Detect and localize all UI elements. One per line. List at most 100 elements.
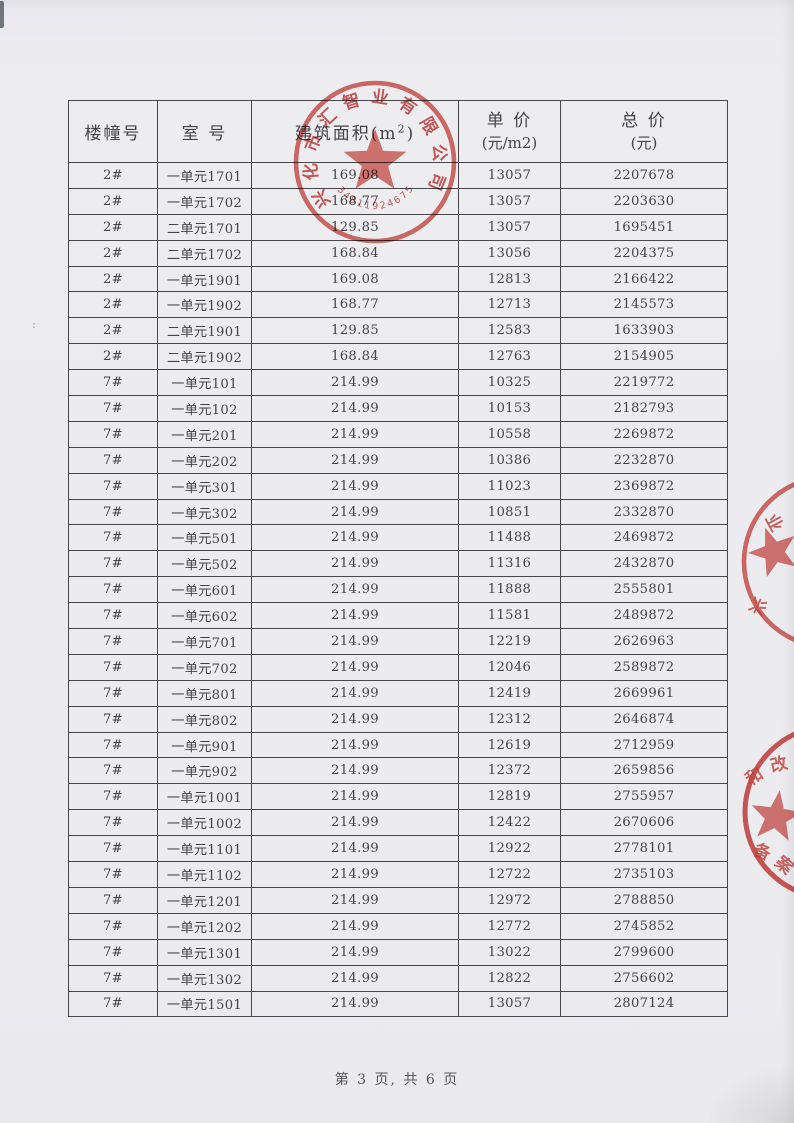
table-row: 7# 一单元501 214.99 11488 2469872 bbox=[68, 524, 728, 552]
unit-price-cell: 12722 bbox=[458, 861, 561, 888]
price-table-body: 2# 一单元1701 169.08 13057 2207678 2# 一单元1702 168.… bbox=[68, 162, 728, 1018]
header-unit-price: 单 价 (元/m2) bbox=[458, 100, 561, 163]
area-cell: 214.99 bbox=[251, 886, 459, 914]
area-cell: 214.99 bbox=[251, 835, 459, 863]
unit-price-cell: 12619 bbox=[458, 731, 561, 759]
room-cell: 一单元1902 bbox=[157, 291, 252, 319]
room-cell: 一单元902 bbox=[157, 757, 252, 785]
area-cell: 214.99 bbox=[251, 861, 459, 888]
table-row: 7# 一单元302 214.99 10851 2332870 bbox=[68, 498, 728, 526]
table-row: 7# 一单元502 214.99 11316 2432870 bbox=[68, 550, 728, 578]
area-cell: 214.99 bbox=[251, 369, 459, 397]
building-cell: 7# bbox=[68, 420, 158, 448]
total-price-cell: 2369872 bbox=[560, 472, 728, 500]
room-cell: 一单元602 bbox=[157, 602, 252, 630]
building-cell: 7# bbox=[68, 809, 158, 837]
total-price-cell: 2778101 bbox=[560, 835, 728, 863]
scan-speck-artifact: : bbox=[31, 320, 38, 331]
unit-price-cell: 10325 bbox=[458, 369, 561, 397]
unit-price-cell: 10558 bbox=[458, 420, 561, 448]
building-cell: 2# bbox=[68, 162, 158, 189]
room-cell: 二单元1901 bbox=[157, 317, 252, 345]
total-price-cell: 2589872 bbox=[560, 653, 728, 681]
price-table: 楼幢号 室 号 建筑面积(m2) 单 价 (元/m2) 总 价 (元) 2# 一单… bbox=[68, 100, 728, 1018]
unit-price-cell: 13057 bbox=[458, 990, 561, 1018]
table-row: 7# 一单元1102 214.99 12722 2735103 bbox=[68, 861, 728, 888]
table-row: 7# 一单元1001 214.99 12819 2755957 bbox=[68, 783, 728, 811]
unit-price-cell: 10851 bbox=[458, 498, 561, 526]
table-row: 7# 一单元701 214.99 12219 2626963 bbox=[68, 628, 728, 655]
building-cell: 2# bbox=[68, 239, 158, 267]
building-cell: 7# bbox=[68, 395, 158, 422]
total-price-cell: 2219772 bbox=[560, 369, 728, 397]
unit-price-cell: 12422 bbox=[458, 809, 561, 837]
area-cell: 168.84 bbox=[251, 239, 459, 267]
room-cell: 一单元802 bbox=[157, 705, 252, 733]
room-cell: 一单元1501 bbox=[157, 990, 252, 1018]
unit-price-cell: 11023 bbox=[458, 472, 561, 500]
total-price-cell: 2626963 bbox=[560, 628, 728, 655]
total-price-cell: 2670606 bbox=[560, 809, 728, 837]
total-price-cell: 2232870 bbox=[560, 446, 728, 474]
table-row: 2# 一单元1702 168.77 13057 2203630 bbox=[68, 187, 728, 215]
room-cell: 一单元301 bbox=[157, 472, 252, 500]
building-cell: 7# bbox=[68, 705, 158, 733]
building-cell: 2# bbox=[68, 343, 158, 371]
building-cell: 7# bbox=[68, 835, 158, 863]
table-row: 7# 一单元1501 214.99 13057 2807124 bbox=[68, 990, 728, 1018]
room-cell: 一单元1301 bbox=[157, 938, 252, 966]
total-price-cell: 2555801 bbox=[560, 576, 728, 604]
area-cell: 214.99 bbox=[251, 912, 459, 940]
building-cell: 7# bbox=[68, 369, 158, 397]
room-cell: 一单元801 bbox=[157, 679, 252, 707]
area-cell: 214.99 bbox=[251, 809, 459, 837]
area-cell: 214.99 bbox=[251, 757, 459, 785]
total-price-cell: 2735103 bbox=[560, 861, 728, 888]
table-row: 7# 一单元1202 214.99 12772 2745852 bbox=[68, 912, 728, 940]
table-row: 7# 一单元1302 214.99 12822 2756602 bbox=[68, 964, 728, 992]
area-cell: 168.77 bbox=[251, 291, 459, 319]
unit-price-cell: 11581 bbox=[458, 602, 561, 630]
area-cell: 214.99 bbox=[251, 731, 459, 759]
unit-price-cell: 13056 bbox=[458, 239, 561, 267]
unit-price-cell: 11316 bbox=[458, 550, 561, 578]
room-cell: 一单元1001 bbox=[157, 783, 252, 811]
area-cell: 214.99 bbox=[251, 498, 459, 526]
unit-price-cell: 12312 bbox=[458, 705, 561, 733]
table-row: 7# 一单元1301 214.99 13022 2799600 bbox=[68, 938, 728, 966]
unit-price-cell: 13057 bbox=[458, 162, 561, 189]
room-cell: 一单元701 bbox=[157, 628, 252, 655]
room-cell: 一单元102 bbox=[157, 395, 252, 422]
room-cell: 一单元101 bbox=[157, 369, 252, 397]
unit-price-cell: 12822 bbox=[458, 964, 561, 992]
unit-price-cell: 10153 bbox=[458, 395, 561, 422]
total-price-cell: 2799600 bbox=[560, 938, 728, 966]
total-price-cell: 2756602 bbox=[560, 964, 728, 992]
room-cell: 一单元1101 bbox=[157, 835, 252, 863]
total-price-cell: 2269872 bbox=[560, 420, 728, 448]
area-cell: 214.99 bbox=[251, 524, 459, 552]
total-price-cell: 2154905 bbox=[560, 343, 728, 371]
room-cell: 一单元901 bbox=[157, 731, 252, 759]
total-price-cell: 2203630 bbox=[560, 187, 728, 215]
area-cell: 214.99 bbox=[251, 628, 459, 655]
building-cell: 2# bbox=[68, 187, 158, 215]
building-cell: 7# bbox=[68, 628, 158, 655]
building-cell: 2# bbox=[68, 291, 158, 319]
building-cell: 7# bbox=[68, 783, 158, 811]
building-cell: 7# bbox=[68, 550, 158, 578]
table-row: 7# 一单元602 214.99 11581 2489872 bbox=[68, 602, 728, 630]
area-cell: 214.99 bbox=[251, 472, 459, 500]
building-cell: 7# bbox=[68, 602, 158, 630]
room-cell: 一单元1302 bbox=[157, 964, 252, 992]
unit-price-cell: 13057 bbox=[458, 213, 561, 241]
building-cell: 7# bbox=[68, 886, 158, 914]
total-price-cell: 2489872 bbox=[560, 602, 728, 630]
building-cell: 7# bbox=[68, 498, 158, 526]
unit-price-cell: 12813 bbox=[458, 265, 561, 293]
header-area-prefix: 建筑面积(m bbox=[294, 124, 398, 144]
building-cell: 7# bbox=[68, 990, 158, 1018]
page-number-indicator: 第 3 页, 共 6 页 bbox=[334, 1072, 460, 1088]
table-row: 7# 一单元102 214.99 10153 2182793 bbox=[68, 395, 728, 422]
area-cell: 214.99 bbox=[251, 446, 459, 474]
